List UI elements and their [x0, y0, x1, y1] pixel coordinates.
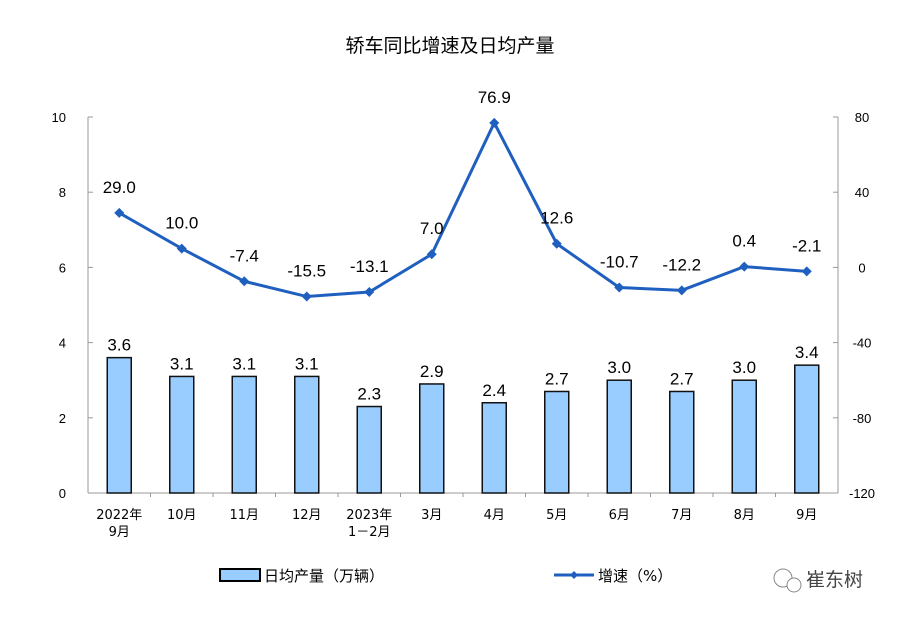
line-point [301, 291, 312, 302]
line-data-label: -10.7 [600, 253, 639, 272]
bar-data-label: 3.0 [732, 358, 756, 377]
bar [419, 383, 445, 494]
legend-line-marker [570, 571, 578, 579]
bar [169, 375, 195, 494]
watermark-text: 崔东树 [806, 569, 863, 591]
line-point [426, 249, 437, 260]
legend-bar-swatch [219, 568, 261, 582]
legend-bar-label: 日均产量（万辆） [264, 567, 384, 585]
line-data-label: 0.4 [732, 232, 756, 251]
bar [669, 390, 695, 494]
line-data-label: -2.1 [792, 236, 821, 255]
x-tick-label: 7月 [671, 508, 692, 523]
right-tick-label: -80 [853, 411, 872, 426]
bar [356, 405, 382, 494]
right-tick-label: -120 [849, 486, 875, 501]
x-tick-label: 11月 [229, 508, 259, 523]
line-data-label: 76.9 [478, 88, 511, 107]
left-tick-label: 8 [59, 185, 66, 200]
x-tick-label: 2023年 [346, 508, 392, 523]
chart-title: 轿车同比增速及日均产量 [345, 35, 554, 57]
bar [544, 390, 570, 494]
x-tick-label: 3月 [421, 508, 442, 523]
bar-data-label: 2.9 [420, 362, 444, 381]
x-tick-label: 6月 [609, 508, 630, 523]
x-tick-label: 5月 [546, 508, 567, 523]
bar-data-label: 3.1 [232, 354, 256, 373]
right-tick-label: 40 [855, 185, 869, 200]
bar-data-label: 3.4 [795, 343, 819, 362]
x-tick-label: 12月 [292, 508, 322, 523]
bar-data-label: 3.0 [607, 358, 631, 377]
line-data-label: 10.0 [165, 214, 198, 233]
line-point [801, 266, 812, 277]
x-tick-label: 8月 [734, 508, 755, 523]
bar [794, 364, 820, 494]
line-data-label: -13.1 [350, 257, 389, 276]
bar-data-label: 3.1 [170, 354, 194, 373]
watermark: 崔东树 [773, 568, 863, 593]
left-tick-label: 6 [59, 260, 66, 275]
bar-data-label: 2.4 [482, 381, 506, 400]
left-tick-label: 0 [59, 486, 66, 501]
bar [106, 356, 132, 494]
line-point [114, 207, 125, 218]
x-tick-label: 1－2月 [348, 525, 391, 540]
bar-data-label: 3.6 [107, 336, 131, 355]
line-data-label: -12.2 [662, 255, 701, 274]
bar-data-label: 3.1 [295, 354, 319, 373]
left-tick-label: 10 [52, 110, 66, 125]
right-tick-label: 0 [858, 260, 865, 275]
line-data-label: -15.5 [287, 262, 326, 281]
bar [481, 402, 507, 494]
line-data-label: 12.6 [540, 209, 573, 228]
bar [606, 379, 632, 494]
bar [731, 379, 757, 494]
legend-line-label: 增速（%） [598, 567, 672, 585]
growth-line [118, 119, 807, 299]
x-tick-label: 9月 [109, 525, 130, 540]
line-point [239, 276, 250, 287]
x-tick-label: 4月 [484, 508, 505, 523]
line-point [364, 287, 375, 298]
line-data-label: -7.4 [230, 246, 259, 265]
legend: 日均产量（万辆） 增速（%） [219, 567, 672, 585]
bar-data-label: 2.7 [670, 369, 694, 388]
line-point [489, 117, 500, 128]
left-tick-label: 4 [59, 336, 66, 351]
left-tick-label: 2 [59, 411, 66, 426]
line-point [739, 261, 750, 272]
bar [231, 375, 257, 494]
bar-data-label: 2.3 [357, 385, 381, 404]
right-tick-label: -40 [853, 336, 872, 351]
bar [294, 375, 320, 494]
x-tick-label: 9月 [796, 508, 817, 523]
line-point [676, 285, 687, 296]
line-point [176, 243, 187, 254]
bar-data-label: 2.7 [545, 369, 569, 388]
right-tick-label: 80 [855, 110, 869, 125]
x-tick-label: 2022年 [96, 508, 142, 523]
line-point [614, 282, 625, 293]
x-tick-label: 10月 [167, 508, 197, 523]
line-point [551, 238, 562, 249]
line-data-label: 7.0 [420, 219, 444, 238]
line-data-label: 29.0 [103, 178, 136, 197]
